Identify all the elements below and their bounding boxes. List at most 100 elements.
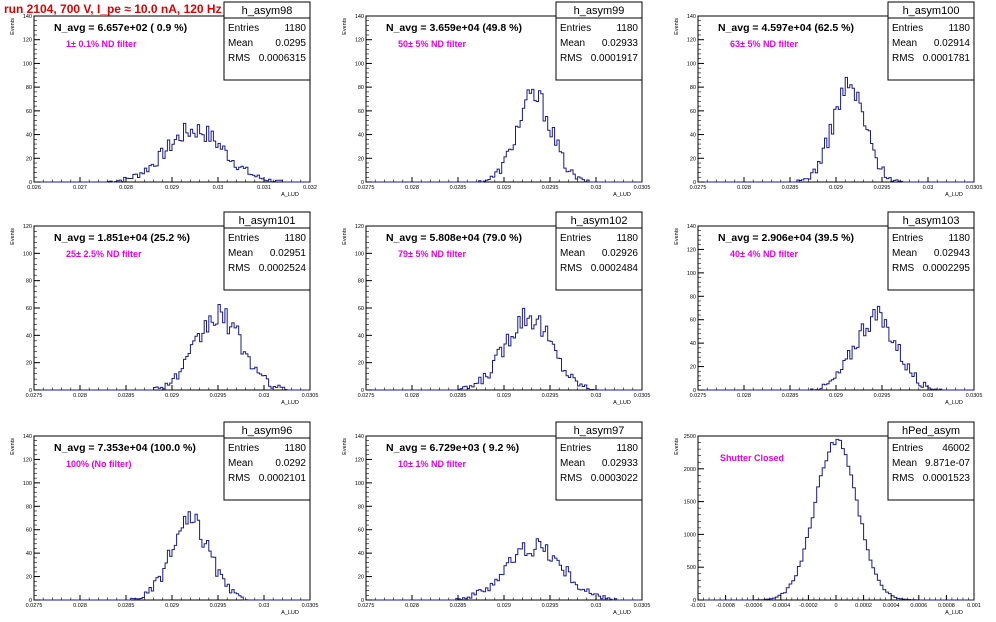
x-tick-label: 0.029 — [165, 185, 179, 191]
stats-key: Entries — [892, 443, 923, 454]
y-tick-label: 0 — [29, 180, 32, 186]
filter-annotation: 25± 2.5% ND filter — [66, 249, 142, 259]
y-tick-label: 120 — [23, 224, 32, 230]
x-axis-label: A_LUD — [613, 192, 631, 198]
y-axis-label: Events — [342, 18, 348, 35]
y-tick-label: 100 — [23, 251, 32, 257]
y-axis-label: Events — [342, 228, 348, 245]
x-tick-label: -0.0002 — [799, 603, 818, 609]
n-avg-label: N_avg = 1.851e+04 (25.2 %) — [54, 232, 190, 244]
stats-value: 1180 — [616, 443, 638, 454]
histogram-panel: 0.0275 0.028 0.0285 0.029 0.0295 0.03 0.0305 0 2… — [342, 211, 650, 406]
y-tick-label: 80 — [690, 294, 696, 300]
stats-box — [887, 437, 975, 501]
y-axis-label: Events — [674, 228, 680, 245]
stats-value: 0.0001917 — [591, 53, 639, 64]
x-tick-label: 0.03 — [591, 603, 602, 609]
y-tick-label: 80 — [358, 279, 364, 285]
y-tick-label: 140 — [355, 434, 364, 440]
stats-value: 0.0002524 — [259, 263, 307, 274]
x-axis-label: A_LUD — [613, 400, 631, 406]
stats-key: RMS — [560, 473, 583, 484]
stats-key: Mean — [560, 458, 585, 469]
y-tick-label: 40 — [358, 551, 364, 557]
stats-value: 0.0003022 — [591, 473, 639, 484]
x-axis-label: A_LUD — [613, 610, 631, 616]
y-tick-label: 0 — [361, 598, 364, 604]
y-tick-label: 100 — [687, 61, 696, 67]
histogram-line — [698, 76, 974, 183]
y-axis-label: Events — [342, 438, 348, 455]
stats-value: 0.02933 — [602, 38, 639, 49]
x-tick-label: 0.0285 — [782, 393, 799, 399]
filter-annotation: 100% (No filter) — [66, 459, 132, 469]
y-tick-label: 20 — [358, 361, 364, 367]
x-tick-label: 0.029 — [829, 393, 843, 399]
x-tick-label: 0.0285 — [782, 185, 799, 191]
stats-value: 0.02914 — [934, 38, 971, 49]
stats-key: Mean — [892, 458, 917, 469]
filter-annotation: 1± 0.1% ND filter — [66, 39, 137, 49]
y-tick-label: 60 — [358, 109, 364, 115]
y-tick-label: 1500 — [684, 500, 696, 506]
x-tick-label: 0 — [834, 603, 837, 609]
y-tick-label: 100 — [355, 61, 364, 67]
x-tick-label: 0.031 — [257, 185, 271, 191]
y-tick-label: 140 — [23, 14, 32, 20]
stats-value: 1180 — [616, 23, 638, 34]
y-tick-label: 60 — [358, 306, 364, 312]
y-tick-label: 60 — [690, 109, 696, 115]
x-tick-label: -0.0008 — [716, 603, 735, 609]
stats-box — [555, 17, 643, 81]
y-tick-label: 20 — [26, 156, 32, 162]
filter-annotation: 10± 1% ND filter — [398, 459, 466, 469]
stats-value: 0.0295 — [275, 38, 306, 49]
y-tick-label: 20 — [690, 156, 696, 162]
stats-value: 0.0001523 — [923, 473, 971, 484]
n-avg-label: N_avg = 6.657e+02 ( 0.9 %) — [54, 22, 187, 34]
histogram-line — [34, 304, 310, 391]
y-tick-label: 2500 — [684, 434, 696, 440]
histogram-panel: -0.001 -0.0008 -0.0006 -0.0004 -0.0002 0 0.000… — [674, 421, 981, 616]
y-tick-label: 120 — [355, 38, 364, 44]
x-tick-label: 0.032 — [303, 185, 317, 191]
y-axis-label: Events — [10, 228, 16, 245]
y-tick-label: 80 — [358, 85, 364, 91]
page-title: run 2104, 700 V, I_pe ≈ 10.0 nA, 120 Hz — [4, 2, 222, 16]
histogram-line — [34, 122, 310, 183]
x-axis-label: A_LUD — [945, 400, 963, 406]
x-tick-label: 0.028 — [405, 185, 419, 191]
y-tick-label: 0 — [361, 180, 364, 186]
stats-key: RMS — [228, 263, 251, 274]
x-tick-label: 0.028 — [737, 393, 751, 399]
y-tick-label: 100 — [355, 481, 364, 487]
x-axis-label: A_LUD — [945, 192, 963, 198]
y-tick-label: 0 — [361, 388, 364, 394]
y-tick-label: 140 — [355, 14, 364, 20]
histogram-panel: 0.0275 0.028 0.0285 0.029 0.0295 0.03 0.0305 0 2… — [342, 421, 650, 616]
y-tick-label: 80 — [358, 504, 364, 510]
y-tick-label: 140 — [687, 14, 696, 20]
histogram-title: h_asym99 — [574, 5, 625, 17]
y-tick-label: 80 — [26, 504, 32, 510]
stats-key: Mean — [892, 248, 917, 259]
stats-value: 0.0002101 — [259, 473, 307, 484]
y-tick-label: 500 — [687, 565, 696, 571]
histogram-panel: 0.0275 0.028 0.0285 0.029 0.0295 0.03 0.0305 0 2… — [674, 211, 982, 406]
stats-value: 1180 — [284, 23, 306, 34]
x-tick-label: 0.03 — [591, 185, 602, 191]
y-axis-label: Events — [10, 438, 16, 455]
histogram-panel: 0.0275 0.028 0.0285 0.029 0.0295 0.03 0.0305 0 2… — [342, 1, 650, 198]
x-tick-label: 0.029 — [829, 185, 843, 191]
stats-box — [555, 437, 643, 501]
x-tick-label: 0.0002 — [855, 603, 872, 609]
stats-key: Entries — [560, 443, 591, 454]
y-tick-label: 80 — [26, 279, 32, 285]
y-tick-label: 140 — [23, 434, 32, 440]
x-tick-label: 0.027 — [73, 185, 87, 191]
histogram-title: h_asym103 — [903, 215, 960, 227]
y-tick-label: 140 — [687, 224, 696, 230]
stats-key: RMS — [892, 473, 915, 484]
histogram-line — [698, 305, 974, 391]
x-tick-label: 0.0295 — [542, 603, 559, 609]
